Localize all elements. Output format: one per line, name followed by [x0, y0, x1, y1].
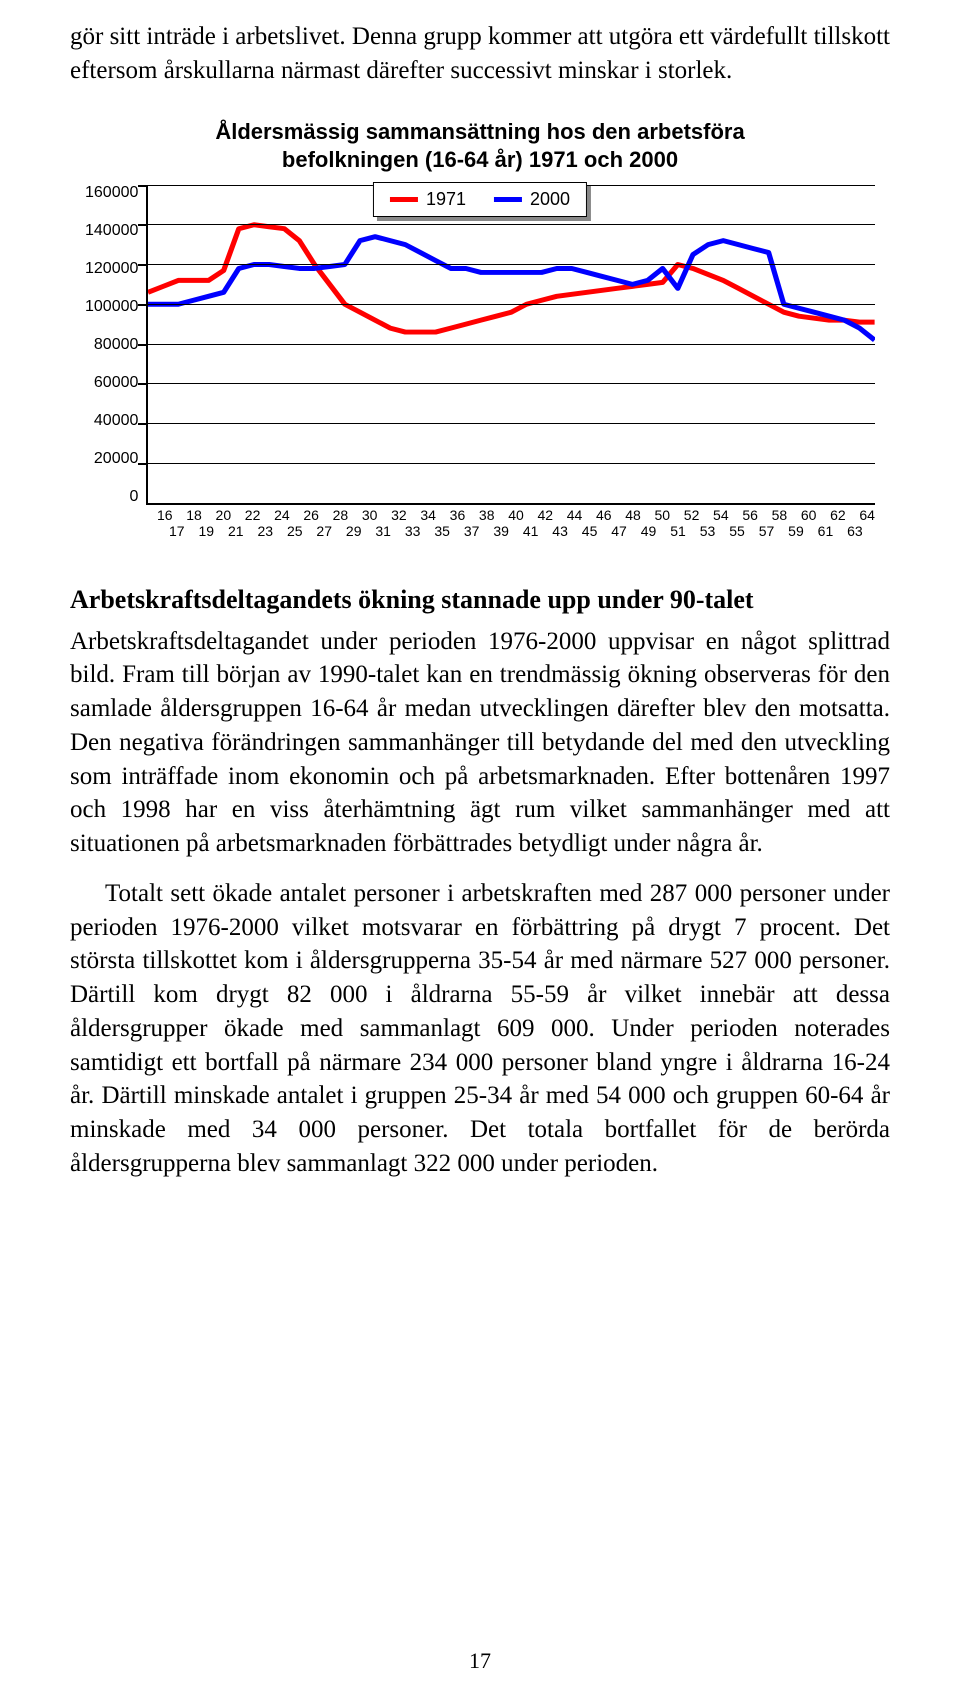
x-tick-label: 62: [830, 507, 846, 523]
x-tick-label: 37: [464, 523, 480, 539]
x-tick-label: 24: [274, 507, 290, 523]
x-tick-label: 22: [245, 507, 261, 523]
y-axis-labels: 160000 140000 120000 100000 80000 60000 40000 2…: [85, 185, 146, 505]
legend-label-1971: 1971: [426, 189, 466, 210]
x-tick-label: 46: [596, 507, 612, 523]
x-tick-label: 40: [508, 507, 524, 523]
body-paragraph-1: Arbetskraftsdeltagandet under perioden 1…: [70, 625, 890, 861]
x-tick-label: 56: [742, 507, 758, 523]
x-tick-label: 57: [759, 523, 775, 539]
x-tick-label: 19: [198, 523, 214, 539]
x-tick-label: 58: [772, 507, 788, 523]
x-tick-label: 29: [346, 523, 362, 539]
x-tick-label: 55: [729, 523, 745, 539]
x-axis-row-bottom: 17 19 21 23 25 27 29 31 33 35 37 39 41 43 45 47 49 51 53 55…: [157, 523, 875, 539]
x-tick-label: 21: [228, 523, 244, 539]
x-tick-label: 25: [287, 523, 303, 539]
x-tick-label: 63: [847, 523, 863, 539]
legend-swatch-2000: [494, 197, 522, 202]
chart-title-line2: befolkningen (16-64 år) 1971 och 2000: [282, 147, 678, 172]
gridline: [148, 264, 875, 265]
x-tick-label: 34: [420, 507, 436, 523]
x-tick-label: 17: [169, 523, 185, 539]
x-tick-label: 39: [493, 523, 509, 539]
legend-label-2000: 2000: [530, 189, 570, 210]
x-axis-row-top: 16 18 20 22 24 26 28 30 32 34 36 38 40 42 44 46 48 50 52 54…: [157, 505, 875, 523]
y-tick-label: 20000: [94, 451, 139, 467]
y-tick: [138, 185, 148, 187]
x-tick-label: 26: [303, 507, 319, 523]
x-tick-label: 20: [216, 507, 232, 523]
y-tick-label: 60000: [94, 375, 139, 391]
y-tick-label: 100000: [85, 299, 138, 315]
chart-title: Åldersmässig sammansättning hos den arbe…: [85, 118, 875, 175]
x-tick-label: 50: [655, 507, 671, 523]
x-tick-label: 38: [479, 507, 495, 523]
x-axis-labels: 16 18 20 22 24 26 28 30 32 34 36 38 40 42 44 46 48 50 52 54…: [157, 505, 875, 549]
gridline: [148, 344, 875, 345]
legend-item-2000: 2000: [494, 189, 570, 210]
y-tick: [138, 383, 148, 385]
intro-paragraph: gör sitt inträde i arbetslivet. Denna gr…: [70, 20, 890, 88]
series-2000: [148, 236, 875, 339]
x-tick-label: 33: [405, 523, 421, 539]
section-heading: Arbetskraftsdeltagandets ökning stannade…: [70, 585, 890, 615]
y-tick-label: 160000: [85, 185, 138, 201]
x-tick-label: 42: [537, 507, 553, 523]
y-tick: [138, 304, 148, 306]
x-tick-label: 48: [625, 507, 641, 523]
y-tick-label: 40000: [94, 413, 139, 429]
x-tick-label: 49: [641, 523, 657, 539]
gridline: [148, 304, 875, 305]
x-tick-label: 51: [670, 523, 686, 539]
gridline: [148, 224, 875, 225]
y-tick: [138, 224, 148, 226]
x-tick-label: 27: [316, 523, 332, 539]
x-tick-label: 54: [713, 507, 729, 523]
y-tick-label: 140000: [85, 223, 138, 239]
x-tick-label: 43: [552, 523, 568, 539]
gridline: [148, 423, 875, 424]
legend-swatch-1971: [390, 197, 418, 202]
gridline: [148, 383, 875, 384]
chart-title-line1: Åldersmässig sammansättning hos den arbe…: [215, 119, 744, 144]
x-tick-label: 32: [391, 507, 407, 523]
y-tick-label: 120000: [85, 261, 138, 277]
y-tick: [138, 463, 148, 465]
x-tick-label: 45: [582, 523, 598, 539]
legend-item-1971: 1971: [390, 189, 466, 210]
plot-area: [146, 185, 875, 505]
x-tick-label: 53: [700, 523, 716, 539]
x-tick-label: 60: [801, 507, 817, 523]
x-tick-label: 16: [157, 507, 173, 523]
x-tick-label: 31: [375, 523, 391, 539]
x-tick-label: 41: [523, 523, 539, 539]
y-tick: [138, 264, 148, 266]
x-tick-label: 59: [788, 523, 804, 539]
age-composition-chart: Åldersmässig sammansättning hos den arbe…: [85, 118, 875, 549]
series-1971: [148, 224, 875, 331]
x-tick-label: 36: [450, 507, 466, 523]
x-tick-label: 61: [818, 523, 834, 539]
chart-legend: 1971 2000: [373, 182, 587, 217]
x-tick-label: 47: [611, 523, 627, 539]
y-tick: [138, 423, 148, 425]
x-tick-label: 52: [684, 507, 700, 523]
gridline: [148, 463, 875, 464]
body-paragraph-2: Totalt sett ökade antalet personer i arb…: [70, 877, 890, 1181]
y-tick-label: 80000: [94, 337, 139, 353]
x-tick-label: 64: [859, 507, 875, 523]
x-tick-label: 28: [333, 507, 349, 523]
y-tick-label: 0: [129, 489, 138, 505]
x-tick-label: 35: [434, 523, 450, 539]
page-number: 17: [0, 1648, 960, 1674]
x-tick-label: 18: [186, 507, 202, 523]
x-tick-label: 30: [362, 507, 378, 523]
x-tick-label: 23: [257, 523, 273, 539]
x-tick-label: 44: [567, 507, 583, 523]
y-tick: [138, 344, 148, 346]
